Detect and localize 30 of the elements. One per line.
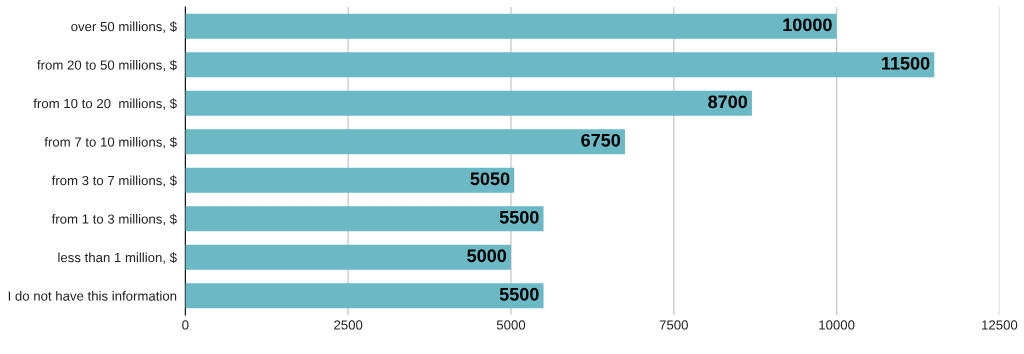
y-tick-label: over 50 millions, $ (71, 21, 177, 33)
x-tick-label: 7500 (659, 320, 688, 330)
data-label: 5000 (467, 249, 507, 263)
y-tick-label: from 10 to 20 millions, $ (33, 98, 177, 110)
bar (185, 52, 935, 78)
y-tick-label: I do not have this information (8, 291, 177, 301)
x-tick-label: 10000 (819, 320, 855, 330)
bar (185, 129, 625, 155)
y-tick-label: from 7 to 10 millions, $ (44, 136, 177, 149)
data-label: 10000 (783, 18, 832, 32)
bar (185, 90, 752, 116)
data-label: 6750 (581, 133, 621, 147)
data-label: 5050 (470, 172, 510, 186)
bar (185, 244, 511, 270)
bar (185, 283, 544, 309)
data-label: 5500 (499, 287, 539, 301)
x-tick-label: 0 (182, 320, 189, 330)
x-tick-label: 2500 (334, 320, 363, 330)
data-label: 8700 (708, 95, 748, 109)
bar (185, 167, 515, 193)
data-label: 11500 (882, 56, 930, 70)
x-tick-label: 12500 (982, 320, 1018, 330)
y-tick-label: from 3 to 7 millions, $ (51, 175, 177, 187)
y-tick-label: from 1 to 3 millions, $ (51, 213, 177, 226)
bar (185, 206, 544, 232)
x-tick-label: 5000 (496, 320, 526, 330)
y-tick-label: from 20 to 50 millions, $ (37, 59, 177, 72)
bar (185, 13, 837, 39)
y-tick-label: less than 1 million, $ (58, 252, 177, 264)
data-label: 5500 (499, 210, 539, 224)
